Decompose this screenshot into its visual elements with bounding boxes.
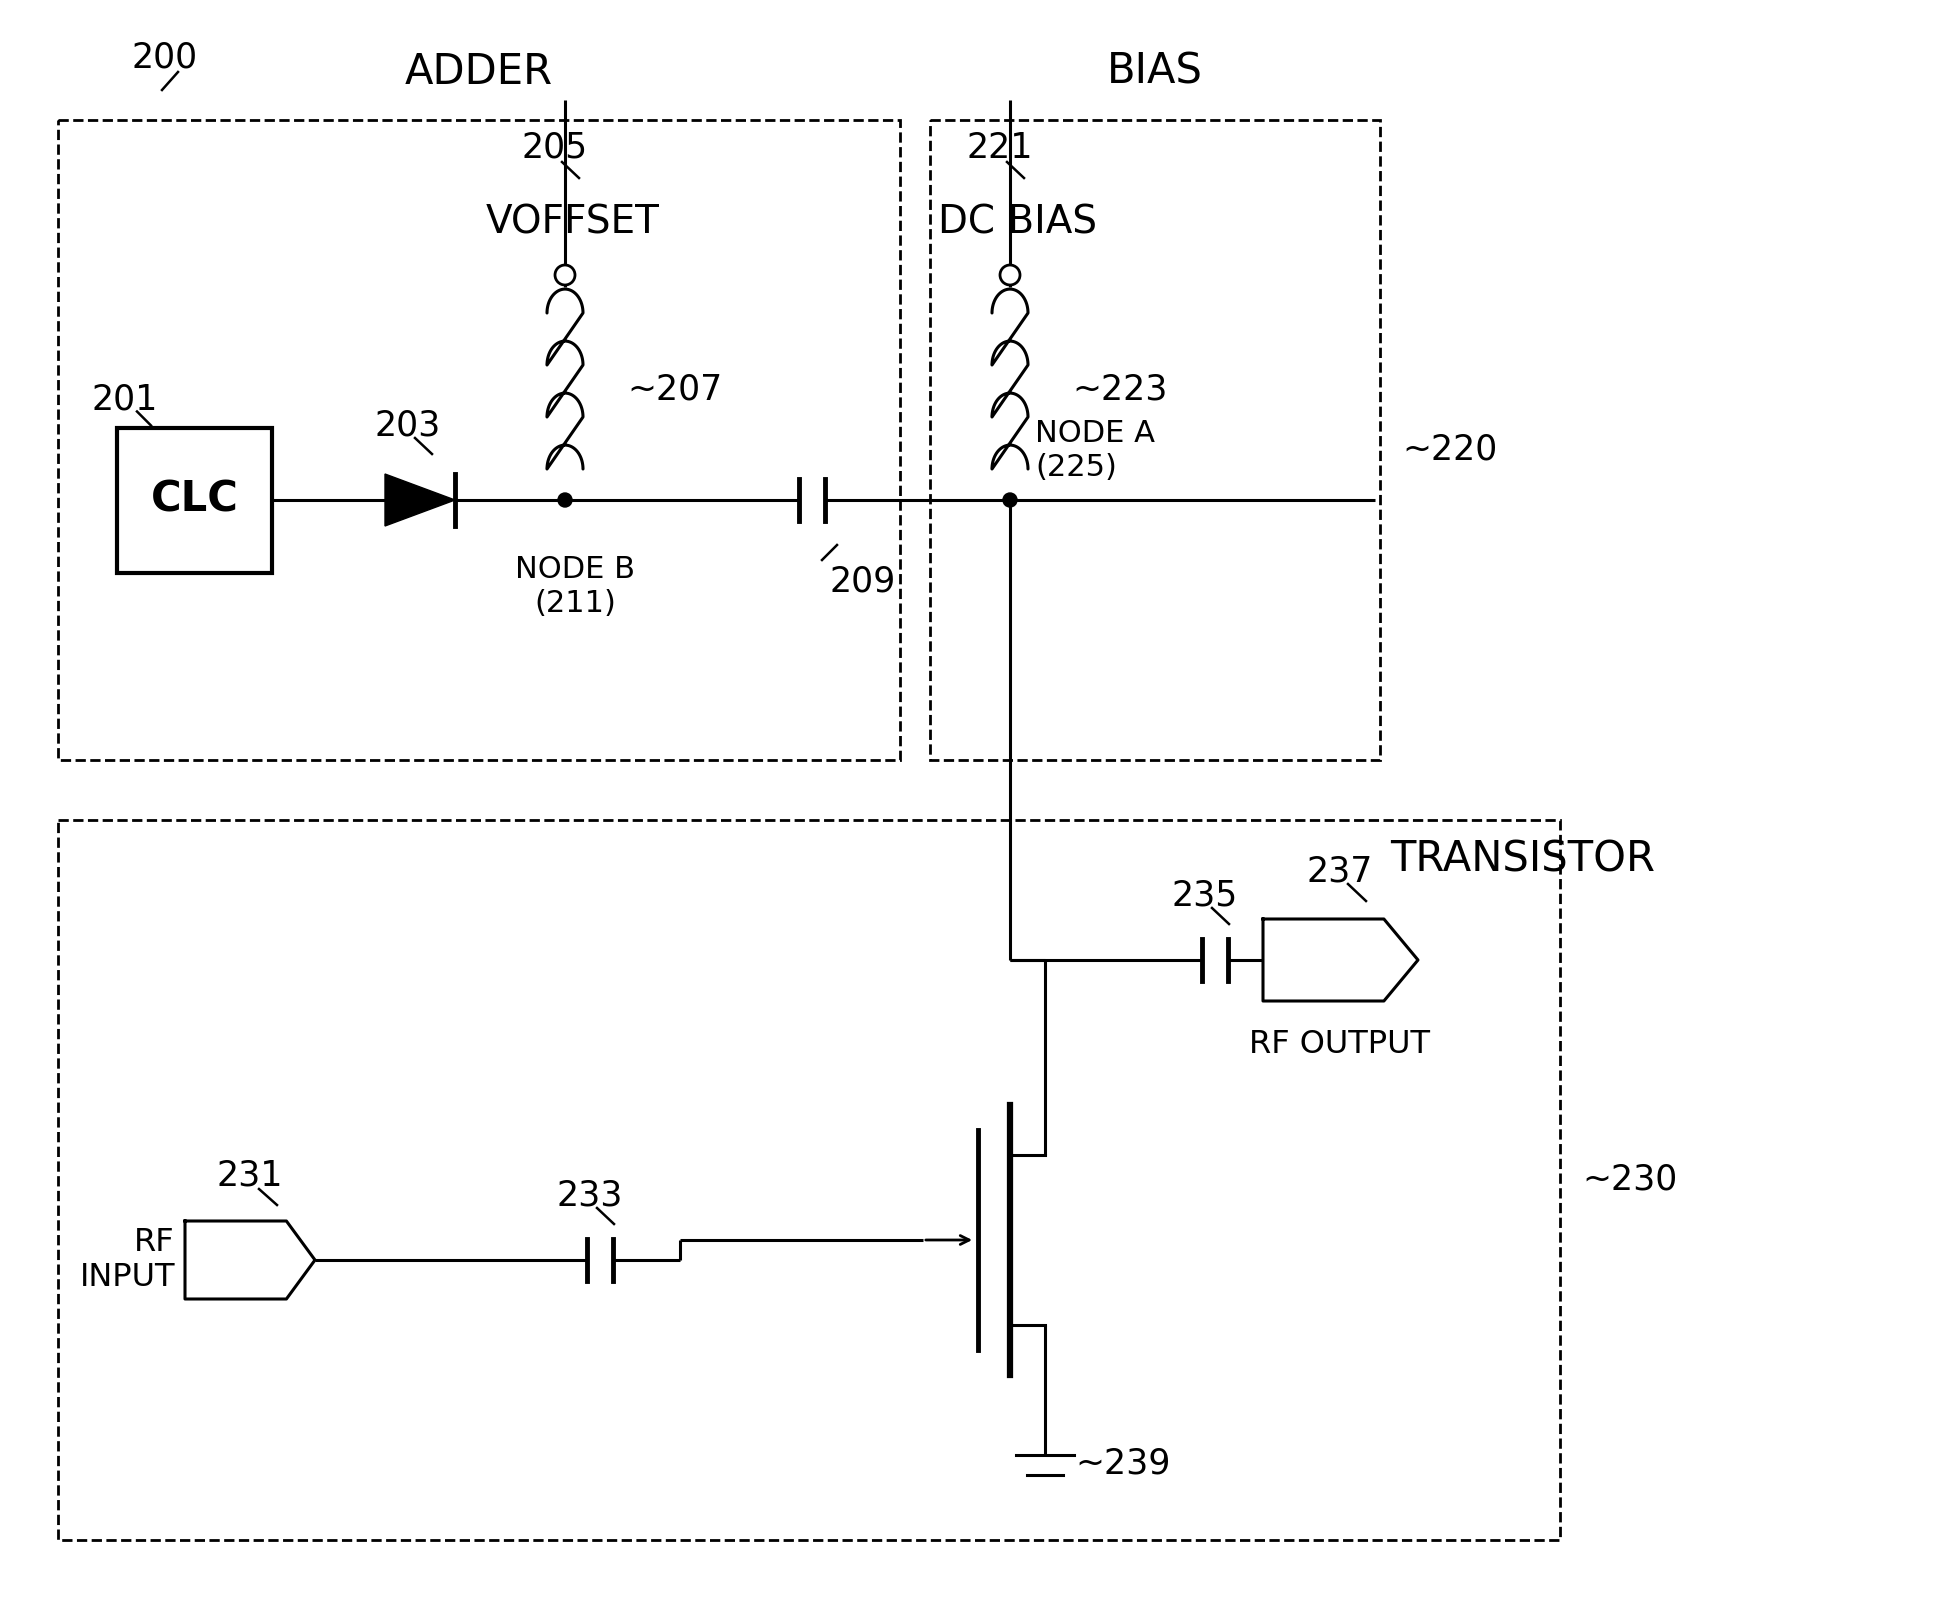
Text: 231: 231: [216, 1159, 284, 1193]
Text: NODE B
(211): NODE B (211): [515, 554, 634, 617]
Circle shape: [1004, 493, 1017, 507]
Polygon shape: [185, 1222, 315, 1299]
Text: 200: 200: [132, 40, 198, 74]
Text: ~207: ~207: [626, 373, 722, 407]
Bar: [58, 120, 901, 760]
Text: ~223: ~223: [1072, 373, 1167, 407]
Text: 205: 205: [521, 131, 587, 165]
Text: NODE A
(225): NODE A (225): [1035, 420, 1155, 482]
Text: 209: 209: [831, 566, 897, 600]
Text: ~239: ~239: [1076, 1446, 1171, 1480]
Circle shape: [1000, 265, 1019, 284]
Bar: [58, 819, 1560, 1540]
Text: ADDER: ADDER: [405, 52, 552, 94]
Text: BIAS: BIAS: [1107, 52, 1204, 94]
Text: VOFFSET: VOFFSET: [486, 204, 659, 241]
Polygon shape: [1262, 920, 1418, 1000]
Text: 203: 203: [375, 407, 442, 443]
Bar: [930, 120, 1381, 760]
Circle shape: [558, 493, 572, 507]
Polygon shape: [385, 473, 455, 525]
Text: RF
INPUT: RF INPUT: [80, 1227, 175, 1293]
Text: 221: 221: [967, 131, 1033, 165]
Text: 233: 233: [556, 1178, 622, 1212]
Text: CLC: CLC: [152, 478, 239, 520]
Text: 201: 201: [91, 383, 158, 417]
Text: TRANSISTOR: TRANSISTOR: [1391, 839, 1655, 881]
Bar: [117, 428, 272, 572]
Text: DC BIAS: DC BIAS: [939, 204, 1097, 241]
Text: ~220: ~220: [1402, 433, 1498, 467]
Circle shape: [554, 265, 576, 284]
Text: RF OUTPUT: RF OUTPUT: [1249, 1029, 1430, 1060]
Text: 237: 237: [1307, 853, 1373, 889]
Text: 235: 235: [1173, 877, 1239, 911]
Text: ~230: ~230: [1581, 1164, 1677, 1197]
